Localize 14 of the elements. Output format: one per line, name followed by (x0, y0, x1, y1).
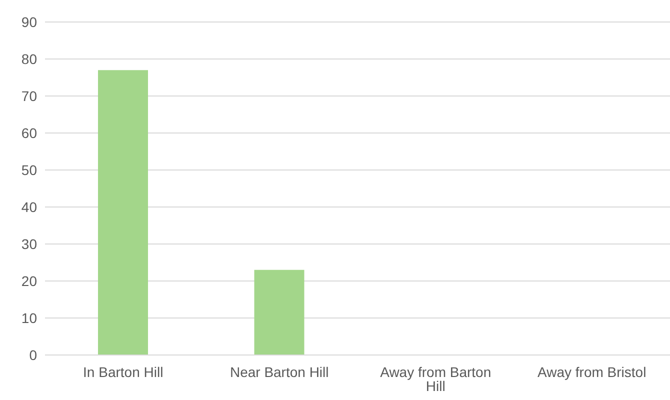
y-tick-label: 60 (21, 124, 38, 141)
x-tick-label: Away from Bristol (538, 364, 646, 380)
y-tick-label: 80 (21, 50, 38, 67)
x-tick-label: In Barton Hill (83, 364, 164, 380)
y-tick-label: 40 (21, 198, 38, 215)
y-tick-label: 90 (21, 14, 38, 30)
y-tick-label: 10 (21, 310, 38, 326)
y-tick-label: 30 (21, 236, 38, 252)
y-tick-label: 0 (29, 346, 38, 363)
y-tick-label: 20 (21, 272, 38, 289)
x-tick-label: Near Barton Hill (230, 364, 329, 380)
y-tick-label: 50 (21, 162, 38, 178)
y-tick-label: 70 (21, 88, 38, 104)
x-tick-label: Away from Barton Hill (380, 364, 492, 394)
